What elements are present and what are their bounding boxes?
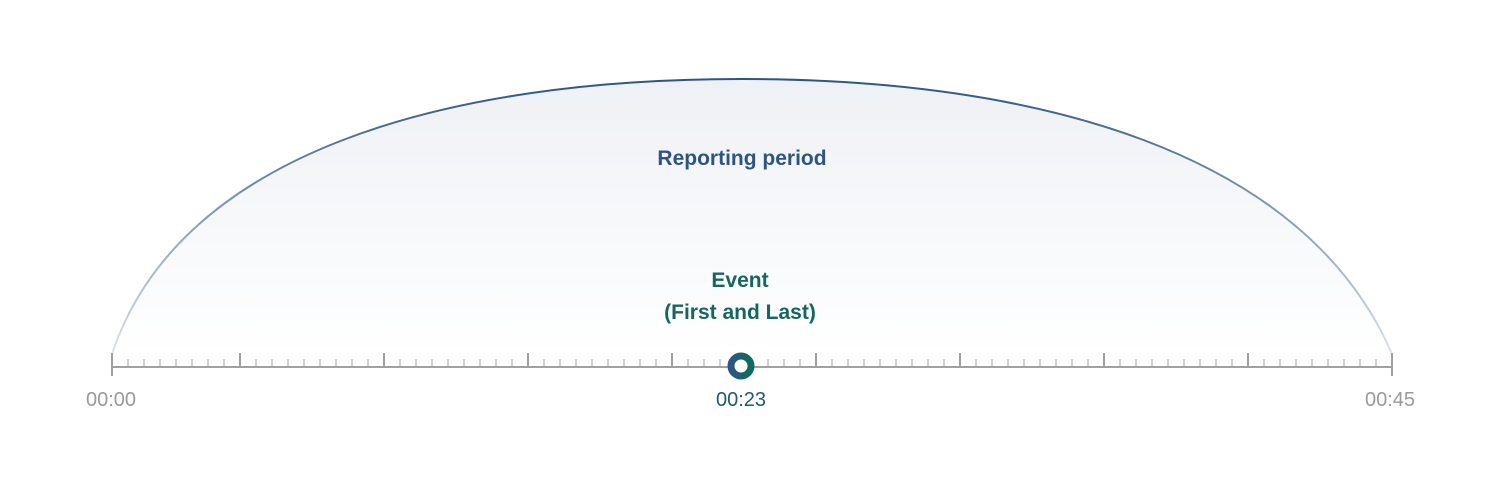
start-time-label: 00:00: [85, 389, 137, 411]
end-time-label: 00:45: [1364, 389, 1416, 411]
event-title: Event: [711, 269, 769, 292]
event-time-label: 00:23: [715, 389, 767, 411]
event-marker[interactable]: [727, 352, 755, 380]
reporting-period-arc-outline: [111, 77, 1393, 355]
reporting-period-label: Reporting period: [657, 147, 827, 170]
event-subtitle: (First and Last): [664, 301, 816, 324]
reporting-period-arc: [112, 79, 1392, 354]
event-label: Event (First and Last): [664, 265, 816, 329]
